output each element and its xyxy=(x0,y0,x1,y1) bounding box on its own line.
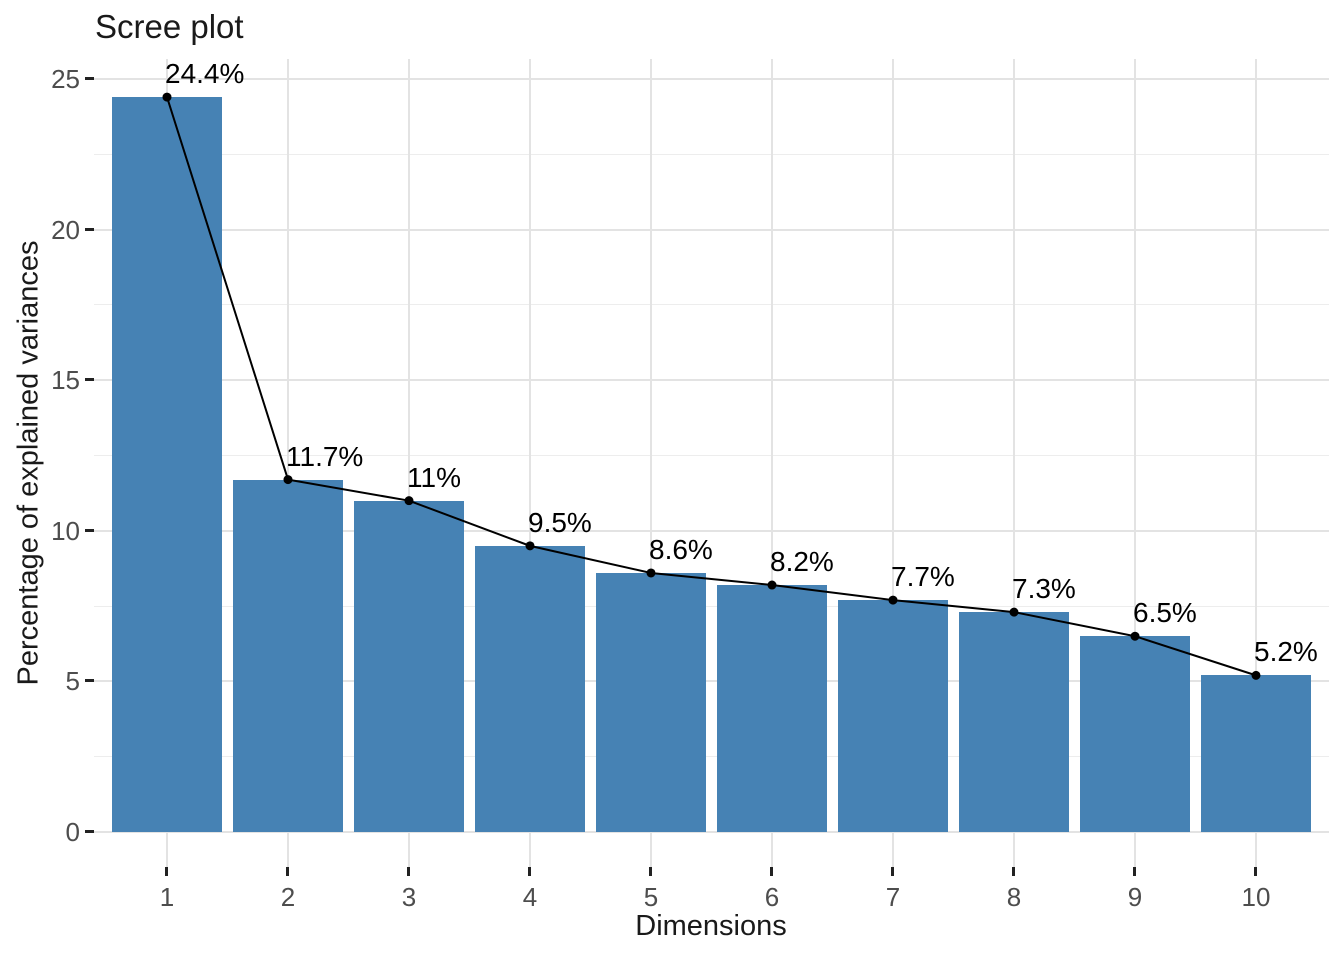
minor-gridline-y-7.5 xyxy=(94,605,1329,607)
x-tick-mark-1 xyxy=(165,867,168,876)
x-tick-label-10: 10 xyxy=(1241,882,1271,912)
data-point-dim-1 xyxy=(162,92,172,102)
major-gridline-y-20 xyxy=(94,228,1329,231)
gridline-x-5 xyxy=(650,59,652,867)
y-tick-label-10: 10 xyxy=(51,515,80,546)
x-tick-label-9: 9 xyxy=(1127,882,1143,912)
minor-gridline-y-22.5 xyxy=(94,153,1329,155)
value-label-dim-1: 24.4% xyxy=(165,58,245,90)
y-tick-mark-15 xyxy=(85,378,94,382)
y-tick-mark-5 xyxy=(85,679,94,683)
major-gridline-y-0 xyxy=(94,831,1329,833)
bar-dim-7 xyxy=(838,600,948,832)
x-tick-mark-7 xyxy=(891,867,894,876)
data-point-dim-8 xyxy=(1009,607,1019,617)
data-point-dim-10 xyxy=(1251,670,1261,680)
x-tick-label-8: 8 xyxy=(1006,882,1022,912)
major-gridline-y-15 xyxy=(94,379,1329,382)
data-point-dim-4 xyxy=(525,541,535,551)
minor-gridline-y-12.5 xyxy=(94,455,1329,456)
variance-line xyxy=(166,96,1257,677)
gridline-x-6 xyxy=(771,59,773,867)
y-tick-mark-10 xyxy=(85,528,94,532)
data-point-dim-7 xyxy=(888,595,898,605)
y-tick-label-5: 5 xyxy=(65,666,80,697)
x-tick-mark-5 xyxy=(649,867,652,876)
x-tick-label-6: 6 xyxy=(764,882,780,912)
x-tick-label-2: 2 xyxy=(280,882,296,912)
gridline-x-2 xyxy=(287,59,289,867)
x-tick-label-7: 7 xyxy=(885,882,901,912)
value-label-dim-5: 8.6% xyxy=(649,533,713,565)
bar-dim-3 xyxy=(354,500,464,832)
y-tick-mark-20 xyxy=(85,227,94,231)
data-point-dim-5 xyxy=(646,568,656,578)
y-tick-label-15: 15 xyxy=(51,365,80,396)
major-gridline-y-5 xyxy=(94,680,1329,683)
x-tick-label-3: 3 xyxy=(401,882,417,912)
value-label-dim-7: 7.7% xyxy=(891,561,955,593)
minor-gridline-y-17.5 xyxy=(94,304,1329,306)
data-point-dim-9 xyxy=(1130,631,1140,641)
x-tick-mark-9 xyxy=(1133,867,1136,876)
plot-panel xyxy=(94,59,1329,867)
y-tick-label-20: 20 xyxy=(51,214,80,245)
plot-title: Scree plot xyxy=(95,8,244,45)
minor-gridline-y-2.5 xyxy=(94,756,1329,758)
x-tick-mark-10 xyxy=(1254,867,1257,876)
bar-dim-8 xyxy=(959,612,1069,832)
x-tick-mark-4 xyxy=(528,867,531,876)
y-tick-label-0: 0 xyxy=(65,817,80,847)
gridline-x-8 xyxy=(1013,59,1015,867)
bar-dim-4 xyxy=(475,545,585,832)
x-tick-mark-6 xyxy=(770,867,773,876)
gridline-x-3 xyxy=(408,59,410,867)
value-label-dim-4: 9.5% xyxy=(528,506,592,538)
x-tick-label-1: 1 xyxy=(159,882,175,912)
value-label-dim-3: 11% xyxy=(407,461,461,493)
value-label-dim-6: 8.2% xyxy=(770,546,834,578)
value-label-dim-9: 6.5% xyxy=(1133,597,1197,629)
gridline-x-7 xyxy=(892,59,894,867)
value-label-dim-10: 5.2% xyxy=(1254,636,1318,668)
data-point-dim-3 xyxy=(404,496,414,506)
gridline-x-10 xyxy=(1255,59,1257,867)
value-label-dim-2: 11.7% xyxy=(286,440,364,472)
bar-dim-5 xyxy=(596,572,706,832)
value-label-dim-8: 7.3% xyxy=(1012,573,1076,605)
bar-dim-2 xyxy=(233,479,343,832)
gridline-x-9 xyxy=(1134,59,1136,867)
bar-dim-1 xyxy=(112,97,222,832)
data-point-dim-2 xyxy=(283,475,293,485)
data-point-dim-6 xyxy=(767,580,777,590)
y-tick-mark-25 xyxy=(85,77,94,80)
major-gridline-y-10 xyxy=(94,529,1329,532)
bar-dim-9 xyxy=(1080,636,1190,832)
gridline-x-4 xyxy=(529,59,531,867)
y-axis-title: Percentage of explained variances xyxy=(12,240,45,686)
x-tick-mark-3 xyxy=(407,867,410,876)
x-tick-label-4: 4 xyxy=(522,882,538,912)
x-tick-mark-8 xyxy=(1012,867,1015,876)
bar-dim-6 xyxy=(717,585,827,832)
y-tick-mark-0 xyxy=(85,830,94,833)
major-gridline-y-25 xyxy=(94,78,1329,80)
y-tick-label-25: 25 xyxy=(51,64,80,94)
x-tick-mark-2 xyxy=(286,867,289,876)
x-axis-title: Dimensions xyxy=(635,910,787,942)
x-tick-label-5: 5 xyxy=(643,882,659,912)
variance-line-overlay xyxy=(162,92,1261,680)
bar-dim-10 xyxy=(1201,675,1311,832)
